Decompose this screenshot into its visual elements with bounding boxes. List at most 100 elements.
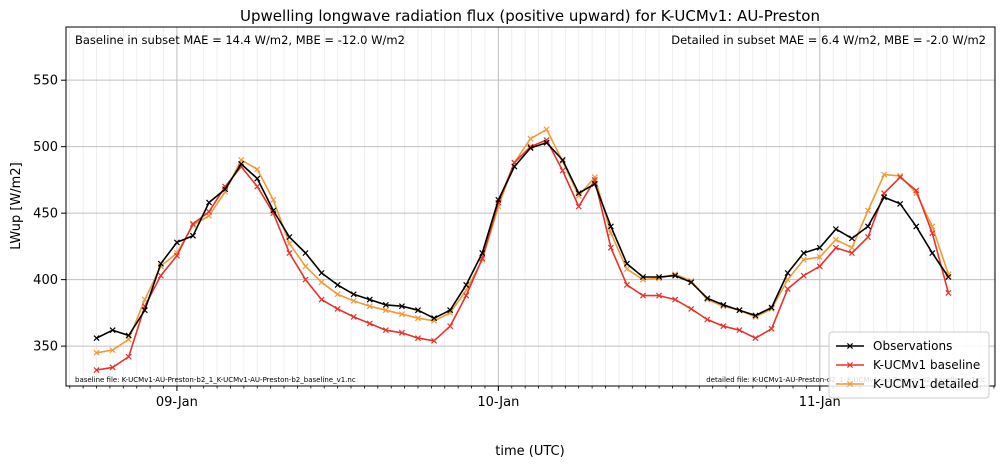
- data-point-k-ucmv1-baseline: [784, 285, 791, 292]
- data-point-observations: [865, 223, 872, 230]
- data-point-k-ucmv1-detailed: [93, 349, 100, 356]
- data-point-k-ucmv1-baseline: [832, 244, 839, 251]
- data-point-observations: [559, 156, 566, 163]
- data-point-observations: [382, 301, 389, 308]
- data-point-k-ucmv1-baseline: [768, 325, 775, 332]
- data-point-observations: [752, 312, 759, 319]
- data-point-observations: [93, 335, 100, 342]
- legend-label: Observations: [873, 339, 952, 353]
- data-point-observations: [125, 332, 132, 339]
- data-point-observations: [173, 239, 180, 246]
- baseline-metrics-annotation: Baseline in subset MAE = 14.4 W/m2, MBE …: [75, 33, 405, 47]
- data-point-k-ucmv1-detailed: [366, 303, 373, 310]
- data-point-observations: [688, 279, 695, 286]
- data-point-k-ucmv1-baseline: [414, 335, 422, 342]
- data-point-k-ucmv1-baseline: [816, 263, 823, 270]
- series-layer: [93, 126, 952, 374]
- data-point-k-ucmv1-detailed: [848, 244, 855, 251]
- data-point-observations: [302, 250, 309, 257]
- data-point-observations: [543, 139, 550, 146]
- legend-item-k-ucmv1-baseline: K-UCMv1 baseline: [836, 358, 980, 372]
- data-point-k-ucmv1-baseline: [929, 230, 936, 237]
- data-point-k-ucmv1-baseline: [318, 296, 325, 303]
- legend-item-k-ucmv1-detailed: K-UCMv1 detailed: [836, 377, 979, 391]
- y-tick-label: 450: [33, 207, 58, 222]
- legend-marker: [846, 380, 854, 388]
- legend-item-observations: Observations: [836, 339, 952, 353]
- detailed-metrics-annotation: Detailed in subset MAE = 6.4 W/m2, MBE =…: [671, 33, 986, 47]
- data-point-k-ucmv1-detailed: [286, 240, 293, 247]
- data-point-k-ucmv1-baseline: [350, 313, 357, 320]
- data-point-observations: [913, 223, 920, 230]
- data-point-k-ucmv1-baseline: [848, 250, 855, 257]
- data-point-observations: [157, 260, 164, 267]
- data-point-observations: [575, 190, 582, 197]
- data-point-k-ucmv1-baseline: [431, 337, 438, 344]
- data-point-k-ucmv1-baseline: [688, 305, 695, 312]
- data-point-k-ucmv1-detailed: [109, 347, 116, 354]
- x-axis: 09-Jan 10-Jan 11-Jan: [69, 386, 995, 410]
- data-point-observations: [656, 273, 663, 280]
- y-tick-label: 500: [33, 140, 58, 155]
- data-point-observations: [929, 250, 936, 257]
- data-point-k-ucmv1-baseline: [463, 292, 470, 299]
- data-point-observations: [832, 226, 839, 233]
- chart-title: Upwelling longwave radiation flux (posit…: [240, 7, 820, 25]
- data-point-observations: [431, 315, 438, 322]
- data-point-observations: [270, 207, 277, 214]
- series-line-k-ucmv1-detailed: [96, 128, 950, 354]
- y-tick-label: 400: [33, 273, 58, 288]
- data-point-k-ucmv1-baseline: [800, 272, 807, 279]
- series-line-k-ucmv1-baseline: [96, 139, 950, 371]
- data-point-k-ucmv1-baseline: [752, 335, 759, 342]
- data-point-k-ucmv1-baseline: [656, 292, 663, 299]
- legend-items: Observations K-UCMv1 baseline K-UCMv1 deta…: [836, 339, 980, 391]
- data-point-k-ucmv1-baseline: [93, 367, 100, 374]
- data-point-k-ucmv1-baseline: [607, 244, 614, 251]
- data-point-k-ucmv1-detailed: [832, 236, 839, 243]
- data-point-k-ucmv1-baseline: [302, 276, 309, 283]
- data-point-k-ucmv1-detailed: [800, 256, 807, 263]
- legend-label: K-UCMv1 baseline: [873, 358, 980, 372]
- data-point-observations: [414, 307, 422, 314]
- data-point-k-ucmv1-baseline: [125, 353, 132, 360]
- data-point-k-ucmv1-detailed: [302, 263, 309, 270]
- data-point-observations: [945, 273, 952, 280]
- data-point-k-ucmv1-baseline: [672, 296, 679, 303]
- data-point-observations: [334, 281, 341, 288]
- data-point-observations: [591, 180, 598, 187]
- data-point-k-ucmv1-baseline: [254, 183, 261, 190]
- data-point-observations: [206, 199, 213, 206]
- data-point-k-ucmv1-baseline: [575, 203, 582, 210]
- data-point-observations: [366, 296, 373, 303]
- data-point-observations: [848, 235, 855, 242]
- legend-label: K-UCMv1 detailed: [873, 377, 979, 391]
- data-point-k-ucmv1-baseline: [398, 329, 405, 336]
- data-point-observations: [479, 250, 486, 257]
- data-point-k-ucmv1-baseline: [945, 289, 952, 296]
- data-point-k-ucmv1-baseline: [173, 252, 180, 259]
- data-point-observations: [318, 269, 325, 277]
- data-point-observations: [720, 301, 727, 308]
- series-k-ucmv1-detailed: [93, 126, 952, 356]
- data-point-observations: [639, 273, 647, 280]
- data-point-k-ucmv1-baseline: [286, 250, 293, 257]
- legend-marker: [846, 361, 854, 369]
- x-axis-title: time (UTC): [495, 444, 564, 459]
- data-point-k-ucmv1-baseline: [897, 174, 904, 181]
- data-point-observations: [800, 250, 807, 257]
- data-point-observations: [463, 281, 470, 288]
- data-point-k-ucmv1-detailed: [816, 254, 823, 261]
- data-point-observations: [495, 196, 502, 203]
- data-point-observations: [881, 194, 888, 201]
- data-point-observations: [511, 163, 518, 170]
- data-point-observations: [254, 175, 261, 182]
- data-point-k-ucmv1-baseline: [109, 364, 116, 371]
- legend-box: [828, 331, 990, 399]
- data-point-observations: [816, 244, 823, 251]
- data-point-k-ucmv1-detailed: [704, 296, 711, 303]
- data-point-k-ucmv1-detailed: [543, 126, 550, 133]
- data-point-k-ucmv1-detailed: [527, 135, 534, 142]
- data-point-observations: [286, 234, 293, 241]
- data-point-k-ucmv1-baseline: [639, 292, 647, 299]
